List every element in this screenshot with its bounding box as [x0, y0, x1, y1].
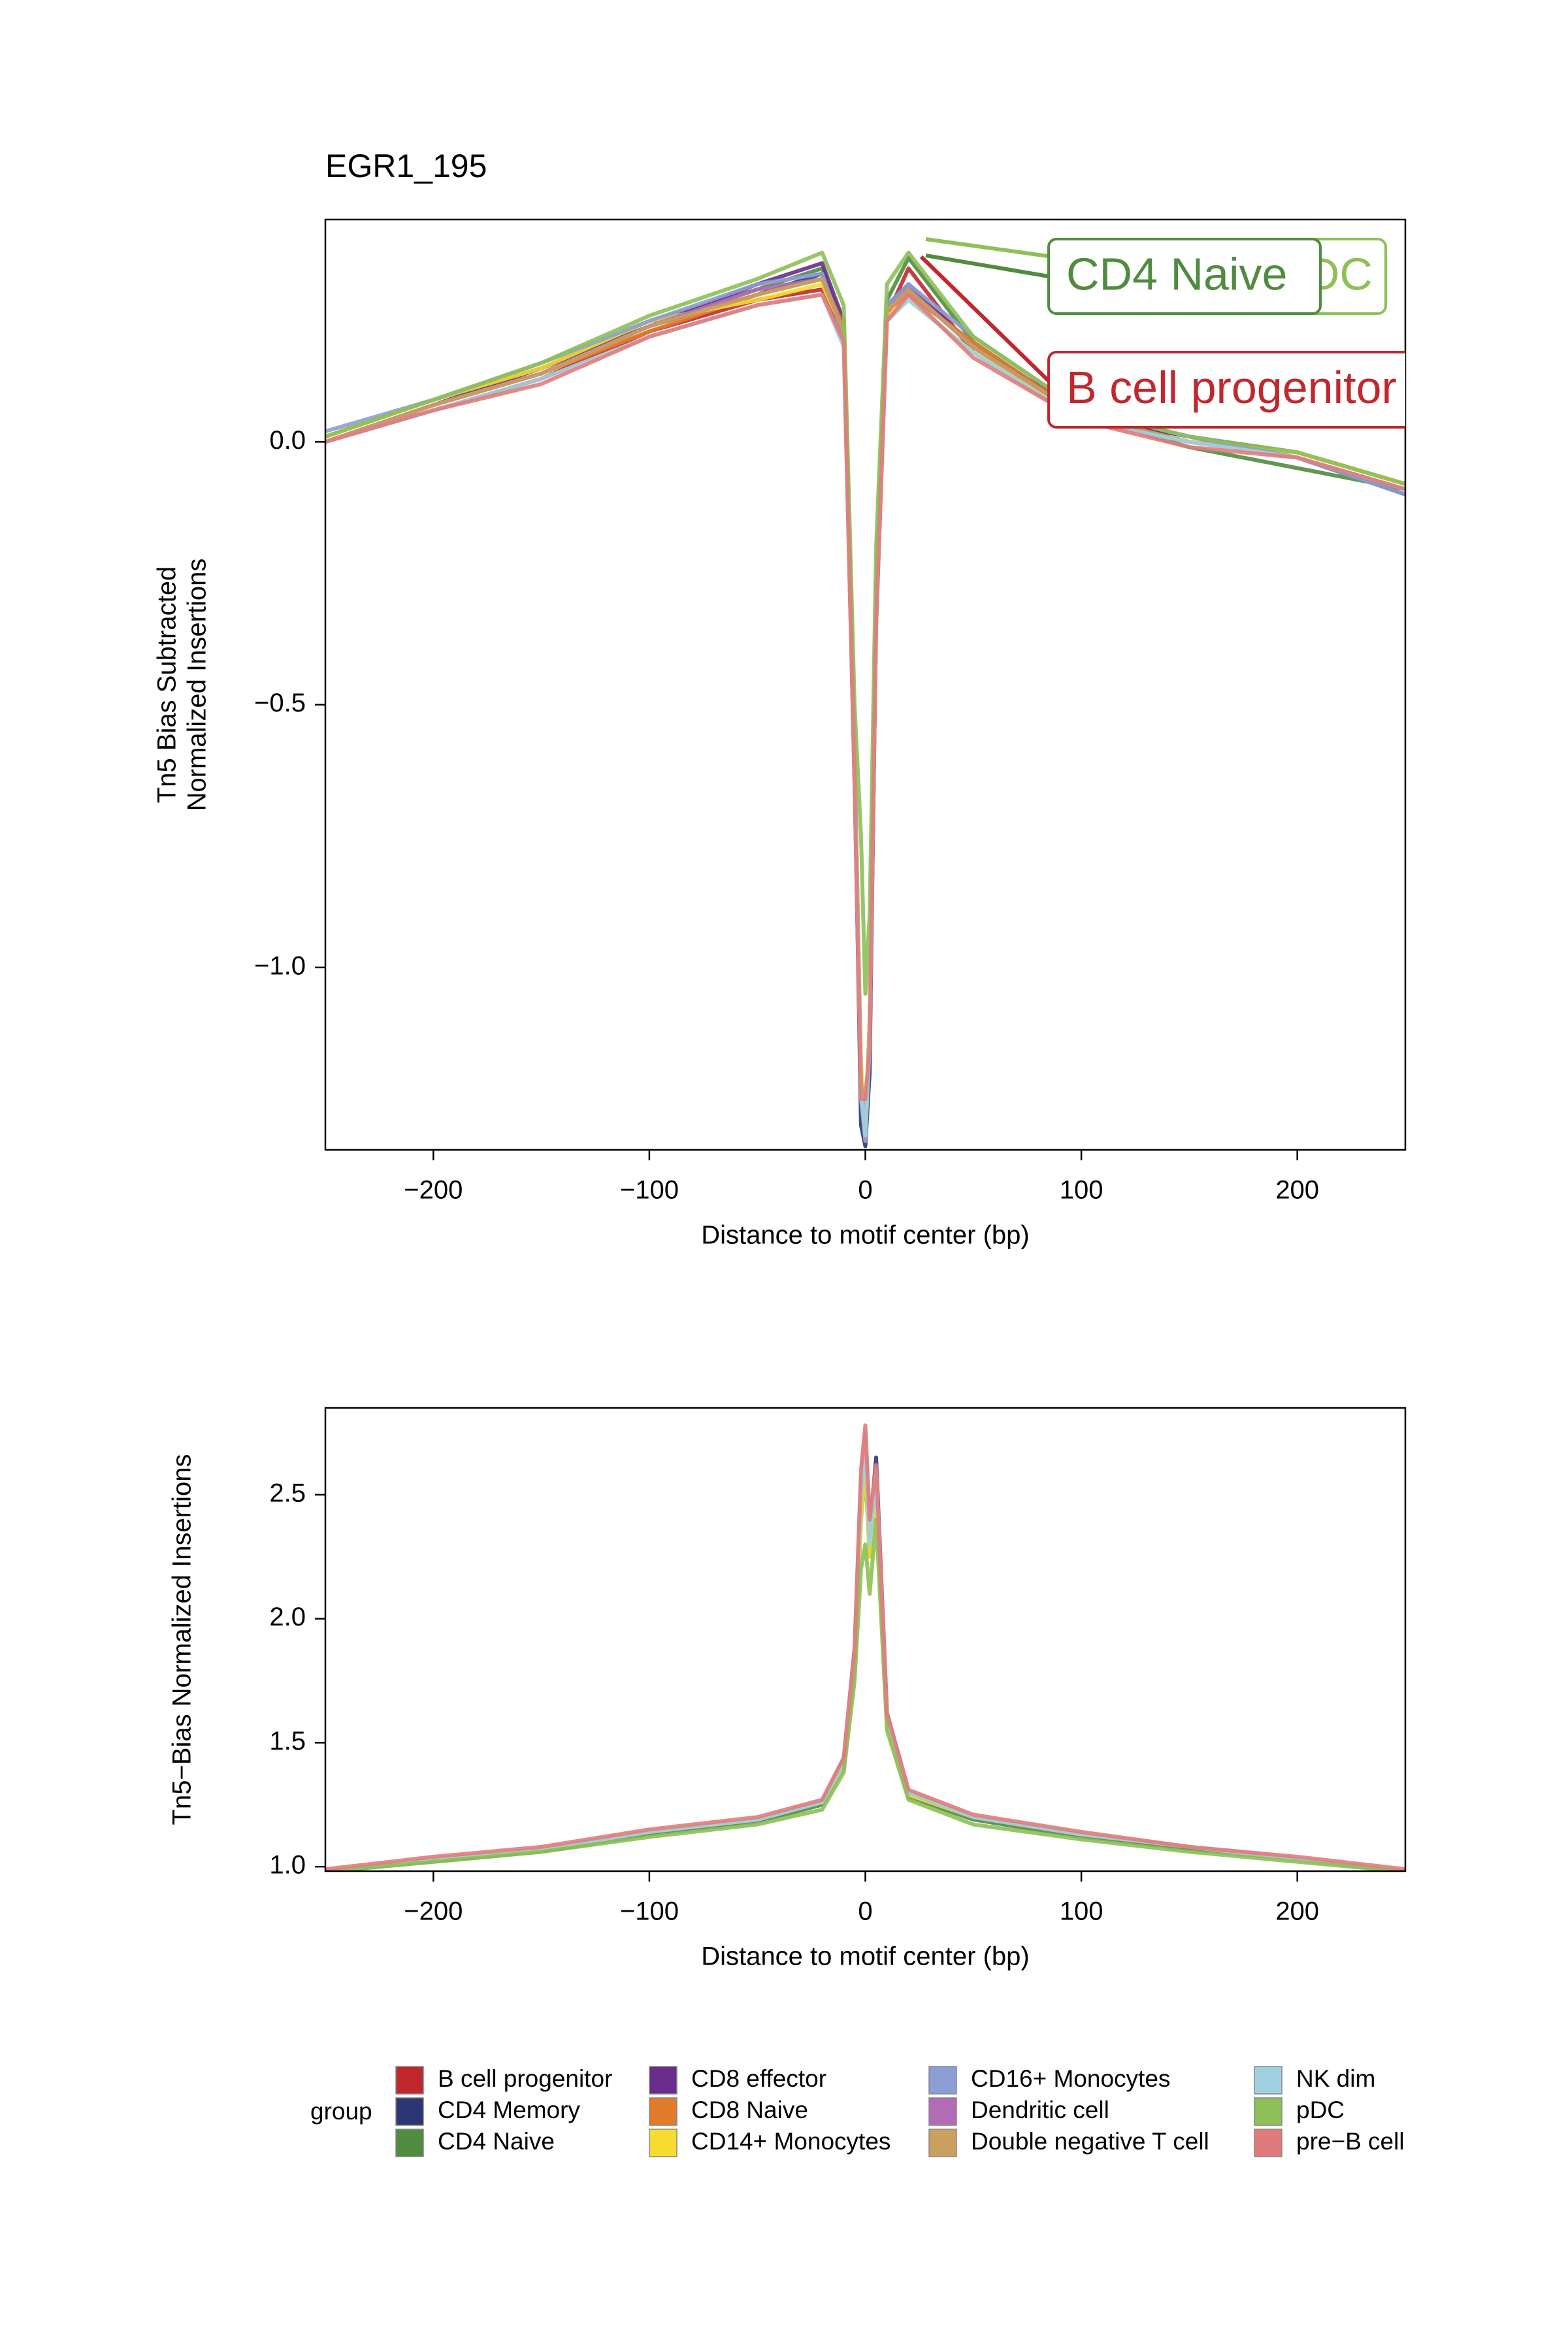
x-tick-label: −100: [620, 1897, 679, 1926]
y-axis-label: Tn5−Bias Normalized Insertions: [168, 1454, 197, 1825]
y-tick-label: 1.0: [269, 1851, 306, 1880]
x-tick-label: 200: [1275, 1897, 1319, 1926]
legend-swatch: [928, 2129, 957, 2157]
y-axis-label: Normalized Insertions: [183, 559, 212, 811]
y-tick-label: 0.0: [269, 426, 306, 455]
legend-label: CD14+ Monocytes: [691, 2128, 890, 2155]
legend-swatch: [395, 2129, 424, 2157]
legend-label: CD4 Naive: [438, 2128, 555, 2155]
x-tick-label: 100: [1060, 1897, 1103, 1926]
series-line: [325, 1448, 1405, 1871]
plot-frame: [324, 218, 1407, 1151]
annotation-box: [1047, 238, 1322, 315]
chart-title: EGR1_195: [325, 148, 487, 184]
y-tick-label: 1.5: [269, 1727, 306, 1756]
series-line: [325, 1517, 1405, 1871]
x-tick-label: −200: [404, 1897, 463, 1926]
legend-swatch: [1254, 2129, 1282, 2157]
legend-label: NK dim: [1296, 2065, 1375, 2092]
annotation-leader: [925, 237, 1053, 259]
legend-swatch: [928, 2066, 957, 2095]
legend-label: CD8 Naive: [691, 2097, 808, 2123]
legend-swatch: [1254, 2097, 1282, 2126]
annotation-box: [1047, 351, 1405, 429]
x-tick-label: 0: [858, 1176, 872, 1205]
series-line: [325, 1423, 1405, 1871]
plot-frame: [324, 1407, 1407, 1872]
legend-swatch: [395, 2066, 424, 2095]
x-axis-label: Distance to motif center (bp): [701, 1221, 1029, 1250]
legend-swatch: [928, 2097, 957, 2126]
plot-area: [325, 1423, 1405, 1871]
x-tick-label: 0: [858, 1897, 872, 1926]
x-tick-label: −200: [404, 1176, 463, 1205]
legend-title: group: [310, 2098, 372, 2125]
y-tick-label: 2.0: [269, 1603, 306, 1631]
legend-swatch: [649, 2097, 678, 2126]
legend-swatch: [395, 2097, 424, 2126]
series-line: [325, 1467, 1405, 1871]
legend-label: CD4 Memory: [438, 2097, 580, 2123]
y-tick-label: −0.5: [254, 689, 306, 717]
legend-label: CD16+ Monocytes: [971, 2065, 1170, 2092]
y-tick-label: −1.0: [254, 951, 306, 980]
series-line: [325, 1463, 1405, 1871]
legend-swatch: [1254, 2066, 1282, 2095]
y-axis-label: Tn5 Bias Subtracted: [153, 566, 182, 803]
legend-label: CD8 effector: [691, 2065, 826, 2092]
annotation-leader: [919, 255, 1051, 383]
legend-label: Double negative T cell: [971, 2128, 1209, 2155]
legend-label: pre−B cell: [1296, 2128, 1405, 2155]
x-axis-label: Distance to motif center (bp): [701, 1942, 1029, 1971]
x-tick-label: −100: [620, 1176, 679, 1205]
x-tick-label: 100: [1060, 1176, 1103, 1205]
x-tick-label: 200: [1275, 1176, 1319, 1205]
legend-swatch: [649, 2066, 678, 2095]
annotation-leader: [925, 253, 1049, 278]
annotation-label: CD4 Naive: [1066, 248, 1287, 299]
legend-label: Dendritic cell: [971, 2097, 1109, 2123]
legend-label: pDC: [1296, 2097, 1345, 2123]
y-tick-label: 2.5: [269, 1478, 306, 1507]
annotation-label: B cell progenitor: [1066, 362, 1397, 413]
legend-label: B cell progenitor: [438, 2065, 612, 2092]
legend-swatch: [649, 2129, 678, 2157]
